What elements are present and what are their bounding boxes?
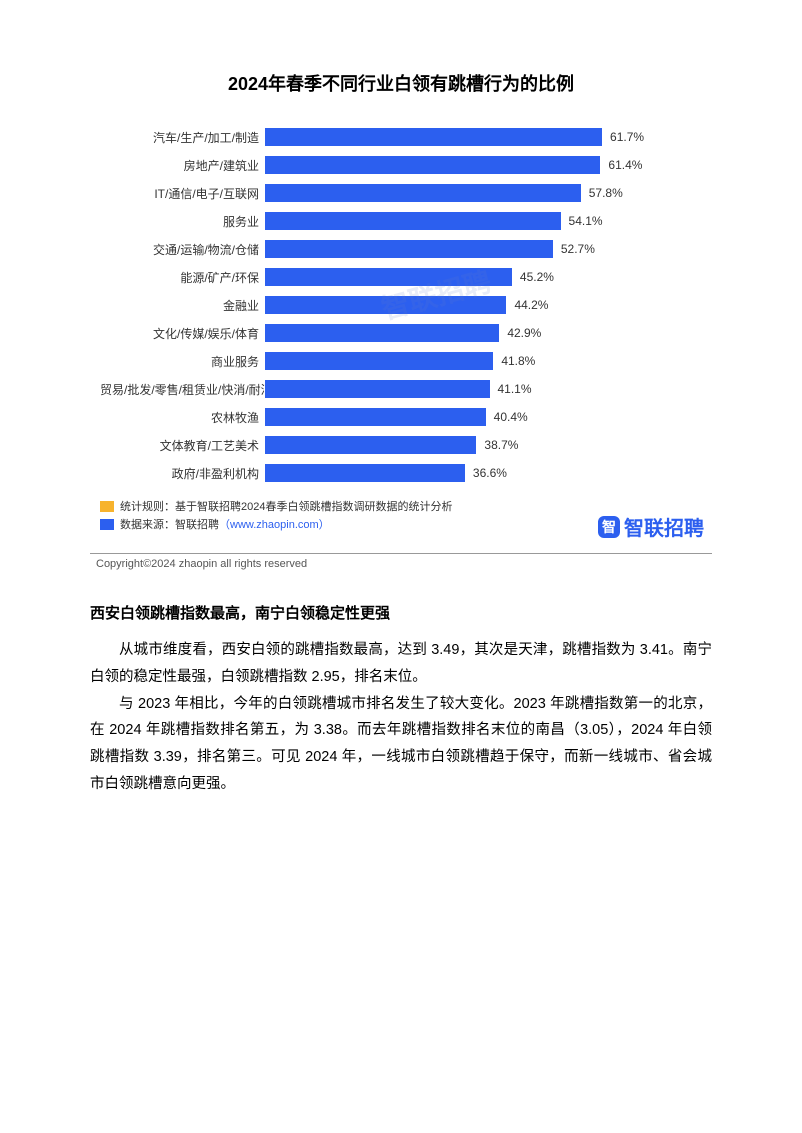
legend-source-prefix: 数据来源： [120,519,175,531]
bar-category-label: 文体教育/工艺美术 [100,437,265,454]
bar-value-label: 54.1% [569,214,603,228]
bar-value-label: 36.6% [473,466,507,480]
chart-bar-row: IT/通信/电子/互联网 57.8% [100,180,702,206]
bar-category-label: 能源/矿产/环保 [100,269,265,286]
legend-swatch-yellow [100,501,114,512]
bar-category-label: 文化/传媒/娱乐/体育 [100,325,265,342]
body-paragraph-2: 与 2023 年相比，今年的白领跳槽城市排名发生了较大变化。2023 年跳槽指数… [90,691,712,798]
bars-container: 汽车/生产/加工/制造 61.7% 房地产/建筑业 61.4% IT/通信/电子/互联网… [100,124,702,486]
bar-track: 40.4% [265,408,702,426]
legend-text-source: 数据来源：智联招聘（www.zhaopin.com） [120,516,330,532]
legend-rule-rest: 基于智联招聘2024春季白领跳槽指数调研数据的统计分析 [175,501,452,513]
bar-value-label: 41.8% [501,354,535,368]
bar-fill [265,128,602,146]
chart-bar-row: 金融业 44.2% [100,292,702,318]
bar-fill [265,324,499,342]
bar-track: 41.8% [265,352,702,370]
bar-chart: 智联招聘 汽车/生产/加工/制造61.7%房地产/建筑业61.4%IT/通信/电… [100,124,702,486]
legend-text-rule: 统计规则：基于智联招聘2024春季白领跳槽指数调研数据的统计分析 [120,498,452,514]
bar-fill [265,184,581,202]
bar-track: 61.4% [265,156,702,174]
bar-category-label: 贸易/批发/零售/租赁业/快消/耐消 [100,381,265,398]
body-paragraph-1: 从城市维度看，西安白领的跳槽指数最高，达到 3.49，其次是天津，跳槽指数为 3… [90,637,712,691]
chart-bar-row: 交通/运输/物流/仓储 52.7% [100,236,702,262]
bar-track: 38.7% [265,436,702,454]
bar-track: 42.9% [265,324,702,342]
bar-fill [265,408,486,426]
bar-track: 52.7% [265,240,702,258]
chart-bar-row: 政府/非盈利机构 36.6% [100,460,702,486]
section-divider [90,553,712,554]
legend-source-plain: 智联招聘 [175,519,219,531]
bar-category-label: 政府/非盈利机构 [100,465,265,482]
bar-fill [265,156,600,174]
bar-track: 36.6% [265,464,702,482]
bar-track: 57.8% [265,184,702,202]
bar-value-label: 42.9% [507,326,541,340]
brand-logo: 智智联招聘 [598,512,704,541]
chart-bar-row: 文体教育/工艺美术 38.7% [100,432,702,458]
bar-category-label: 商业服务 [100,353,265,370]
bar-fill [265,296,506,314]
bar-track: 44.2% [265,296,702,314]
legend-rule-prefix: 统计规则： [120,501,175,513]
legend-source-link: （www.zhaopin.com） [219,519,330,531]
chart-bar-row: 农林牧渔 40.4% [100,404,702,430]
bar-category-label: IT/通信/电子/互联网 [100,185,265,202]
bar-track: 41.1% [265,380,702,398]
bar-category-label: 汽车/生产/加工/制造 [100,129,265,146]
bar-track: 61.7% [265,128,702,146]
bar-fill [265,352,493,370]
bar-fill [265,240,553,258]
bar-fill [265,212,561,230]
bar-value-label: 41.1% [498,382,532,396]
bar-value-label: 61.7% [610,130,644,144]
bar-value-label: 38.7% [484,438,518,452]
copyright-text: Copyright©2024 zhaopin all rights reserv… [96,558,712,570]
bar-category-label: 服务业 [100,213,265,230]
bar-value-label: 40.4% [494,410,528,424]
bar-category-label: 金融业 [100,297,265,314]
chart-title: 2024年春季不同行业白领有跳槽行为的比例 [90,70,712,96]
bar-value-label: 52.7% [561,242,595,256]
bar-category-label: 房地产/建筑业 [100,157,265,174]
bar-track: 45.2% [265,268,702,286]
bar-track: 54.1% [265,212,702,230]
chart-bar-row: 服务业 54.1% [100,208,702,234]
chart-bar-row: 能源/矿产/环保 45.2% [100,264,702,290]
page-container: 2024年春季不同行业白领有跳槽行为的比例 智联招聘 汽车/生产/加工/制造 61… [0,0,802,838]
bar-value-label: 57.8% [589,186,623,200]
bar-fill [265,380,490,398]
chart-bar-row: 汽车/生产/加工/制造 61.7% [100,124,702,150]
brand-logo-text: 智联招聘 [624,512,704,541]
chart-bar-row: 贸易/批发/零售/租赁业/快消/耐消 41.1% [100,376,702,402]
chart-bar-row: 文化/传媒/娱乐/体育 42.9% [100,320,702,346]
bar-value-label: 61.4% [608,158,642,172]
section-heading: 西安白领跳槽指数最高，南宁白领稳定性更强 [90,602,712,623]
bar-fill [265,464,465,482]
bar-fill [265,436,476,454]
bar-value-label: 44.2% [514,298,548,312]
bar-fill [265,268,512,286]
brand-logo-icon: 智 [598,516,620,538]
legend-swatch-blue [100,519,114,530]
chart-bar-row: 商业服务 41.8% [100,348,702,374]
bar-category-label: 农林牧渔 [100,409,265,426]
bar-category-label: 交通/运输/物流/仓储 [100,241,265,258]
chart-bar-row: 房地产/建筑业 61.4% [100,152,702,178]
bar-value-label: 45.2% [520,270,554,284]
